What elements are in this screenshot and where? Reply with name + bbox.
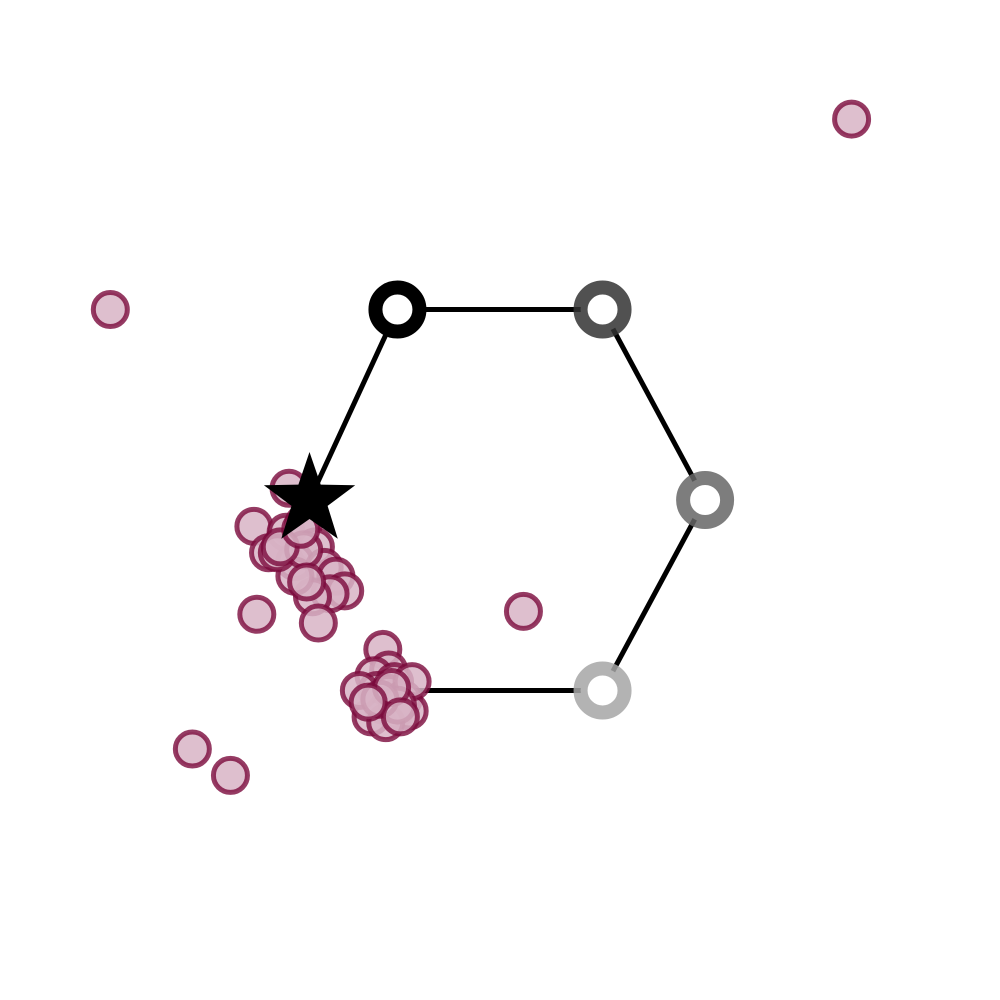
scatter-point <box>832 99 872 139</box>
hexagon-node-2 <box>573 280 632 339</box>
star-marker-group <box>263 452 356 539</box>
hexagon-node-3 <box>676 471 735 529</box>
hexagon-edge-2 <box>600 308 708 502</box>
scatter-point <box>380 697 420 737</box>
hexagon-edge-3 <box>600 498 708 692</box>
scatter-point <box>210 755 250 795</box>
scatter-point <box>172 729 212 769</box>
hexagon-node-4 <box>573 661 632 720</box>
hexagon-edge-5 <box>307 308 400 502</box>
scatter-point <box>287 562 327 602</box>
scatter-point <box>237 594 277 634</box>
scatter-point <box>298 603 338 643</box>
hexagon-edges <box>307 307 708 693</box>
hexagon-node-1 <box>368 280 427 339</box>
star-marker <box>263 452 356 539</box>
scatter-point <box>503 591 543 631</box>
scatter-point <box>90 290 130 330</box>
hexagon-nodes <box>368 280 735 720</box>
scatter-point <box>348 682 388 722</box>
